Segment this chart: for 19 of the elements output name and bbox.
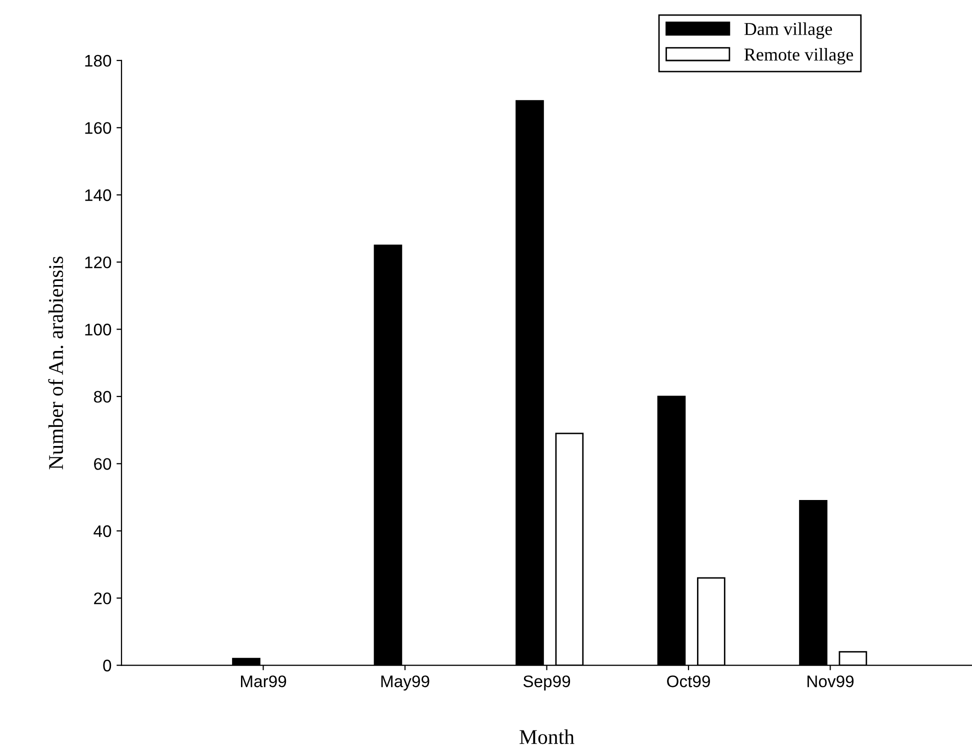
x-axis-title: Month bbox=[520, 729, 574, 744]
y-tick-label: 120 bbox=[85, 256, 112, 268]
y-tick-label: 60 bbox=[94, 458, 112, 470]
x-tick-label: Mar99 bbox=[241, 675, 286, 688]
y-tick-label: 0 bbox=[103, 660, 112, 672]
y-tick-label: 20 bbox=[94, 592, 112, 604]
y-tick-label: 40 bbox=[94, 525, 112, 538]
x-tick-label: Nov99 bbox=[808, 675, 854, 688]
y-tick-label: 180 bbox=[85, 54, 112, 67]
legend-label: Remote village bbox=[744, 48, 854, 64]
y-tick-label: 80 bbox=[94, 390, 112, 403]
y-tick-label: 140 bbox=[85, 189, 112, 202]
x-tick-label: Sep99 bbox=[523, 675, 570, 691]
x-tick-label: May99 bbox=[381, 675, 430, 691]
legend-label: Dam village bbox=[744, 22, 832, 39]
x-tick-label: Oct99 bbox=[667, 675, 710, 688]
y-tick-label: 100 bbox=[85, 324, 112, 336]
y-axis-title: Number of An. arabiensis bbox=[48, 256, 64, 470]
y-tick-label: 160 bbox=[85, 122, 112, 134]
